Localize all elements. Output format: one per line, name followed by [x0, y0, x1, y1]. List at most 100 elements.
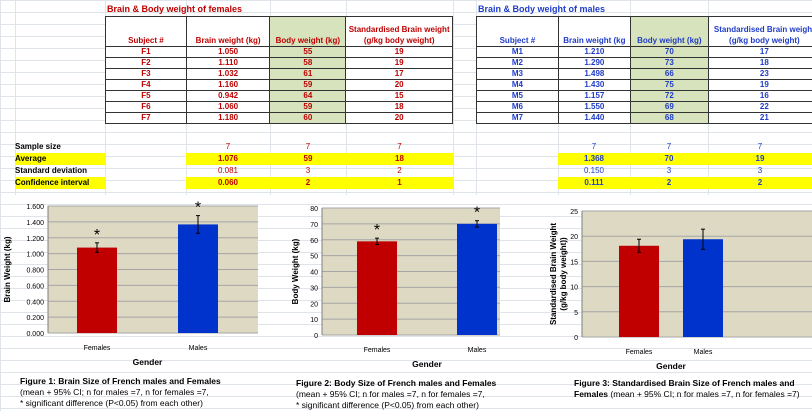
bar-males: [683, 239, 723, 337]
female-stat-value[interactable]: 7: [225, 142, 231, 151]
table-cell[interactable]: 1.440: [557, 112, 631, 124]
y-tick-label: 0.800: [26, 268, 44, 275]
male-stat-value[interactable]: 3: [666, 166, 672, 175]
y-axis-title-line: (g/kg body weight)): [559, 237, 568, 311]
column-header: Standardised Brain weight (g/kg body wei…: [707, 16, 812, 47]
x-tick-label: Females: [364, 347, 391, 354]
y-axis-title: Body Weight (kg): [291, 238, 300, 304]
x-tick-label: Males: [189, 345, 208, 352]
y-axis-title: Standardised Brain Weight(g/kg body weig…: [549, 223, 568, 325]
male-stat-value[interactable]: 1.368: [583, 154, 605, 163]
column-header: Body weight (kg): [269, 16, 347, 47]
stat-label: Sample size: [15, 142, 61, 151]
y-tick-label: 40: [310, 270, 318, 277]
significance-marker: *: [94, 227, 100, 244]
y-tick-label: 70: [310, 222, 318, 229]
male-stat-value[interactable]: 70: [664, 154, 674, 163]
female-stat-value[interactable]: 0.081: [217, 166, 239, 175]
caption-note: * significant difference (P<0.05) from e…: [296, 400, 479, 410]
y-tick-label: 80: [310, 206, 318, 213]
table-row: F7 1.180 60 20: [105, 112, 453, 124]
y-tick-label: 1.600: [26, 204, 44, 211]
y-tick-label: 60: [310, 238, 318, 245]
female-stat-value[interactable]: 2: [305, 178, 311, 187]
caption-note: * significant difference (P<0.05) from e…: [20, 398, 203, 408]
y-tick-label: 50: [310, 254, 318, 261]
stat-label: Confidence interval: [15, 177, 105, 189]
male-stat-value[interactable]: 3: [757, 166, 763, 175]
y-axis-title-line: Standardised Brain Weight: [549, 223, 558, 325]
figure-1-caption: Figure 1: Brain Size of French males and…: [20, 376, 270, 409]
male-stat-value[interactable]: 0.111: [584, 178, 604, 187]
y-axis-title: Brain Weight (kg): [3, 236, 12, 302]
male-stat-value[interactable]: 2: [666, 178, 672, 187]
bar-males: [457, 223, 497, 335]
female-stat-value[interactable]: 2: [397, 166, 402, 175]
female-stat-value[interactable]: 59: [303, 154, 313, 163]
y-tick-label: 5: [574, 310, 578, 317]
y-tick-label: 0: [314, 333, 318, 340]
males-table-title: Brain & Body weight of males: [478, 4, 606, 14]
y-tick-label: 10: [570, 285, 578, 292]
highlight-band: [186, 153, 453, 165]
table-cell[interactable]: 20: [345, 112, 453, 124]
female-stat-value[interactable]: 0.060: [217, 178, 239, 187]
x-tick-label: Females: [84, 345, 111, 352]
table-cell[interactable]: 1.180: [185, 112, 271, 124]
x-axis-title: Gender: [133, 357, 163, 367]
y-tick-label: 0.600: [26, 283, 44, 290]
bar-females: [619, 245, 659, 337]
figure-3-caption: Figure 3: Standardised Brain Size of Fre…: [574, 378, 804, 400]
table-row: M6 1.550 69 22: [476, 101, 812, 113]
y-tick-label: 1.400: [26, 220, 44, 227]
column-header: Brain weight (kg): [185, 16, 271, 47]
caption-text: (mean + 95% CI; n for males =7, n for fe…: [20, 387, 209, 397]
column-header: Standardised Brain weight (g/kg body wei…: [345, 16, 453, 47]
males-table: Subject # Brain weight (kg Body weight (kg…: [476, 16, 812, 124]
column-header: Subject #: [105, 16, 187, 47]
significance-marker: *: [195, 200, 201, 217]
highlight-band: [186, 177, 453, 189]
table-cell[interactable]: 69: [629, 101, 709, 113]
stat-label: Standard deviation: [15, 166, 88, 175]
y-tick-label: 10: [310, 317, 318, 324]
table-row: M4 1.430 75 19: [476, 79, 812, 91]
table-row: F1 1.050 55 19: [105, 46, 453, 58]
x-tick-label: Females: [626, 349, 653, 356]
column-header: Brain weight (kg: [557, 16, 631, 47]
highlight-band: [558, 153, 812, 165]
y-tick-label: 0.200: [26, 315, 44, 322]
male-stat-value[interactable]: 7: [666, 142, 672, 151]
table-cell[interactable]: F7: [105, 112, 187, 124]
female-stat-value[interactable]: 7: [397, 142, 402, 151]
female-stat-value[interactable]: 18: [395, 154, 404, 163]
table-cell[interactable]: 60: [269, 112, 347, 124]
y-tick-label: 0.000: [26, 331, 44, 338]
table-row: M2 1.290 73 18: [476, 57, 812, 69]
highlight-band: [558, 177, 812, 189]
table-cell[interactable]: 68: [629, 112, 709, 124]
significance-marker: *: [374, 222, 380, 239]
male-stat-value[interactable]: 0.150: [583, 166, 605, 175]
caption-title: Figure 3: Standardised Brain Size of Fre…: [574, 378, 795, 399]
y-tick-label: 20: [570, 234, 578, 241]
bar-females: [77, 247, 117, 333]
male-stat-value[interactable]: 7: [757, 142, 763, 151]
female-stat-value[interactable]: 1.076: [217, 154, 239, 163]
y-tick-label: 25: [570, 209, 578, 216]
y-tick-label: 0: [574, 335, 578, 342]
male-stat-value[interactable]: 7: [591, 142, 597, 151]
male-stat-value[interactable]: 2: [757, 178, 763, 187]
female-stat-value[interactable]: 3: [305, 166, 311, 175]
x-axis-title: Gender: [412, 359, 442, 369]
caption-title: Figure 2: Body Size of French males and …: [296, 378, 497, 388]
table-row: F2 1.110 58 19: [105, 57, 453, 69]
table-cell[interactable]: 21: [707, 112, 812, 124]
female-stat-value[interactable]: 7: [305, 142, 311, 151]
male-stat-value[interactable]: 19: [755, 154, 765, 163]
caption-text: (mean + 95% CI; n for males =7, n for fe…: [296, 389, 485, 399]
female-stat-value[interactable]: 1: [397, 178, 402, 187]
y-tick-label: 1.000: [26, 252, 44, 259]
grid-line: [15, 0, 16, 195]
